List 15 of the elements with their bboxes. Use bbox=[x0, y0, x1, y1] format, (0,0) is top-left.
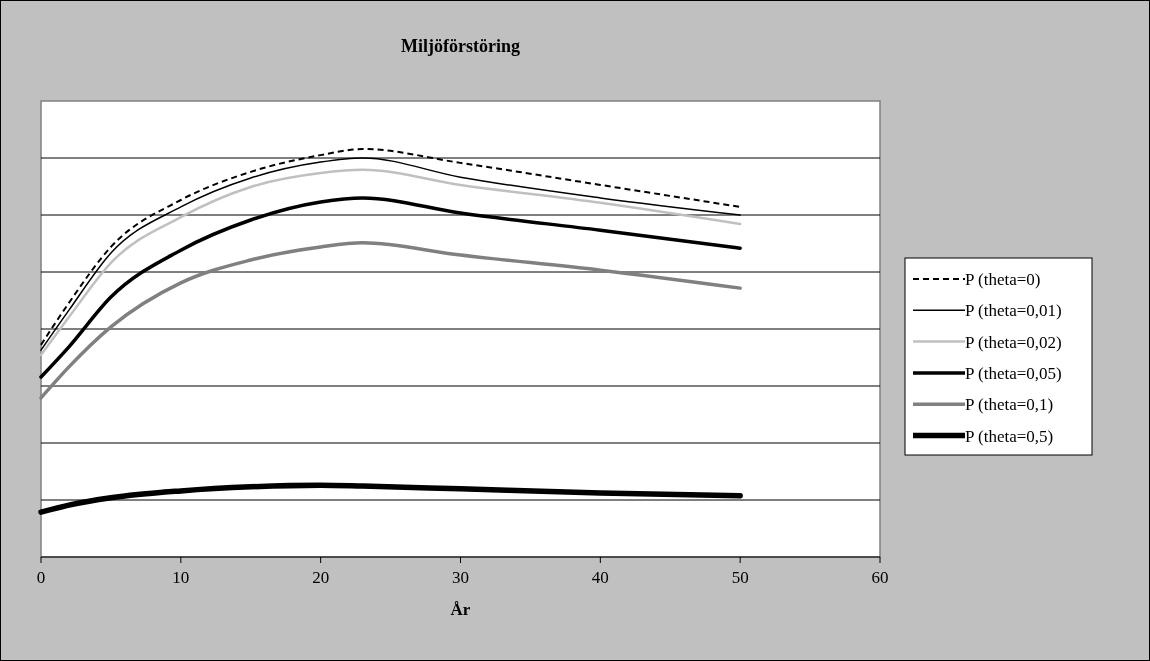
legend-label: P (theta=0,05) bbox=[965, 363, 1062, 383]
legend-label: P (theta=0) bbox=[965, 270, 1041, 289]
x-tick-label: 20 bbox=[312, 568, 330, 587]
x-tick-label: 50 bbox=[731, 568, 749, 587]
x-axis-title: År bbox=[450, 600, 471, 619]
x-tick-label: 40 bbox=[591, 568, 609, 587]
x-tick-label: 10 bbox=[172, 568, 190, 587]
x-tick-label: 0 bbox=[36, 568, 46, 587]
legend-label: P (theta=0,5) bbox=[965, 426, 1054, 446]
chart-title: Miljöförstöring bbox=[401, 36, 520, 56]
legend-label: P (theta=0,01) bbox=[965, 301, 1062, 321]
x-tick-label: 60 bbox=[871, 568, 889, 587]
x-tick-label: 30 bbox=[452, 568, 469, 587]
legend-label: P (theta=0,1) bbox=[965, 395, 1054, 415]
legend-label: P (theta=0,02) bbox=[965, 332, 1062, 352]
